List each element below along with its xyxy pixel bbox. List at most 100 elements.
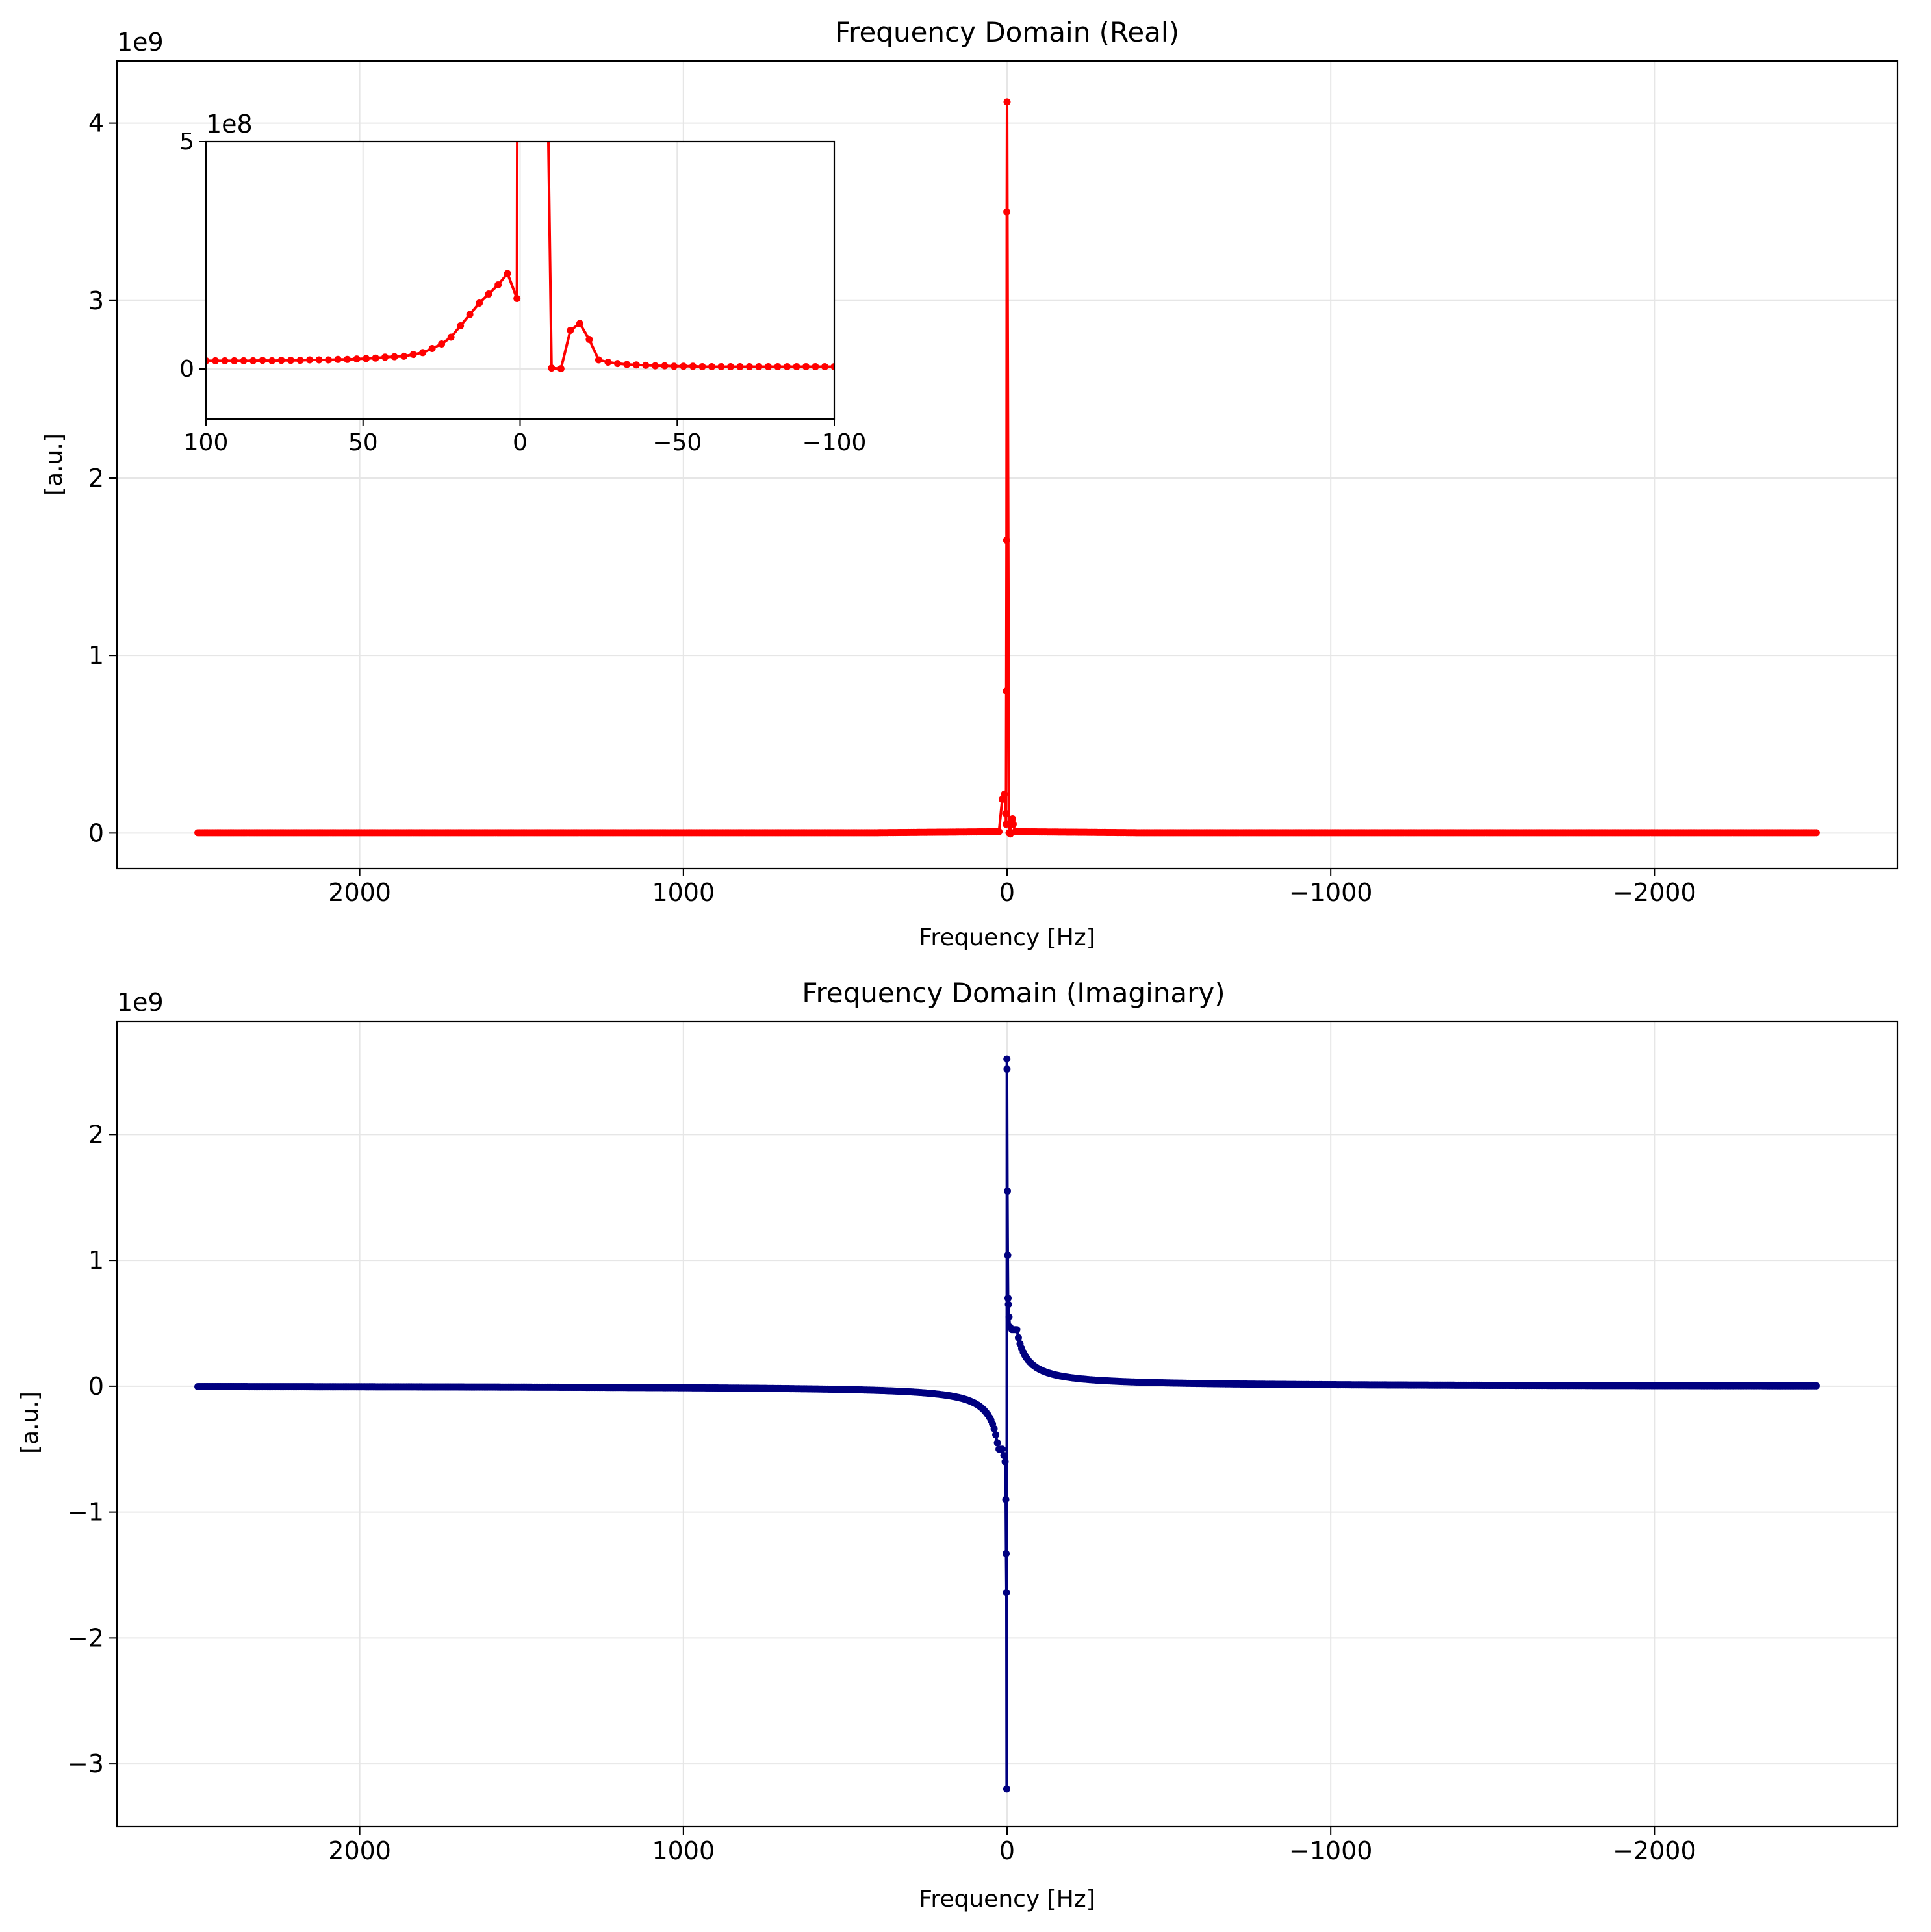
inset-series-point [548,364,556,372]
imag-y-ticks: −3 −2 −1 0 1 2 [68,1120,117,1778]
imag-series-point [999,1445,1006,1453]
inset-series-point [821,363,828,370]
imag-x-ticks: 2000 1000 0 −1000 −2000 [328,1827,1696,1865]
inset-series-point [698,363,706,370]
inset-series-point [400,352,408,360]
real-series-point [1002,820,1010,828]
imag-series-point [1005,1313,1013,1321]
inset-series-point [409,351,417,359]
inset-markers [206,270,834,373]
inset-series-point [557,365,565,373]
inset-series-point [802,363,810,370]
real-x-ticks: 2000 1000 0 −1000 −2000 [328,869,1696,907]
inset-series-point [249,357,257,364]
imag-series-point [1004,1301,1012,1308]
inset-y-tick-label: 5 [179,129,194,155]
inset-series-point [830,363,834,370]
inset-series-point [259,357,266,364]
real-y-tick-label: 0 [88,819,104,847]
real-series-point [1008,815,1016,823]
inset-series-point [576,320,583,327]
imag-y-offset: 1e9 [117,988,164,1017]
inset-series-point [567,327,574,334]
inset-x-ticks: 100 50 0 −50 −100 [184,419,867,456]
imag-x-tick-label: 0 [999,1837,1015,1865]
inset-series-point [457,322,465,329]
inset-series-point [717,363,725,370]
inset-series-point [494,281,502,288]
real-title: Frequency Domain (Real) [835,16,1179,48]
inset-series-point [736,363,744,370]
real-y-tick-label: 4 [88,109,104,138]
inset-x-tick-label: 50 [348,429,378,456]
imag-series-point [990,1425,998,1432]
inset-x-tick-label: −100 [802,429,867,456]
inset-series-point [642,361,650,369]
inset-series-point [774,363,782,370]
real-y-tick-label: 3 [88,286,104,315]
inset-series-point [755,363,763,370]
inset-series-point [485,290,492,298]
inset-series-point [604,359,612,366]
inset-series-point [334,355,342,363]
imag-series-point [1003,1065,1011,1073]
inset-y-offset: 1e8 [206,110,253,138]
inset-series-point [812,363,819,370]
imag-series-point [1000,1451,1008,1459]
inset-series-point [206,357,210,364]
inset-series-point [325,356,333,364]
imag-series-point [1003,1550,1010,1558]
real-series-point [1001,790,1008,798]
inset-series-point [212,357,219,364]
real-inset: 100 50 0 −50 −100 05 1e8 [179,110,867,456]
inset-y-ticks: 05 [179,129,206,383]
real-series-point [1003,687,1010,695]
imag-series-point [1003,1055,1011,1063]
inset-series-point [231,357,238,364]
inset-series-point [793,363,800,370]
inset-series-point [363,355,370,362]
imag-y-tick-label: 2 [88,1120,104,1149]
imag-y-axis-label: [a.u.] [17,1392,44,1454]
inset-series-point [632,361,640,369]
inset-series-point [623,361,631,368]
inset-series-point [419,349,427,357]
inset-series-point [661,362,669,370]
real-y-ticks: 0 1 2 3 4 [88,109,117,847]
real-x-tick-label: −2000 [1613,878,1696,907]
inset-series-point [296,357,304,364]
inset-series-point [689,362,697,370]
inset-series-point [745,363,753,370]
inset-series-point [504,270,511,277]
imag-series-point [993,1439,1001,1447]
inset-series-point [613,360,621,368]
inset-series-point [344,355,352,363]
inset-series-point [390,353,398,361]
inset-series-point [428,345,436,352]
imag-markers [194,1055,1820,1793]
real-y-tick-label: 2 [88,464,104,492]
imag-y-tick-label: −2 [68,1623,104,1652]
imag-series-point [1002,1495,1010,1503]
real-series-point [1003,208,1011,216]
imag-series-point [1014,1334,1022,1341]
real-series-point [1009,820,1017,828]
real-x-axis-label: Frequency [Hz] [919,924,1095,951]
imag-series-point [1812,1382,1820,1390]
inset-series-point [708,363,715,370]
inset-x-tick-label: 100 [184,429,229,456]
inset-series-point [585,336,593,343]
imag-y-tick-label: −1 [68,1498,104,1527]
imag-y-tick-label: 1 [88,1246,104,1275]
imag-series-point [1003,1589,1010,1597]
real-series-point [1003,537,1010,544]
real-x-tick-label: −1000 [1289,878,1373,907]
inset-series-point [466,311,474,318]
inset-series-point [306,356,314,364]
inset-series-point [680,362,687,370]
imag-chart: 2000 1000 0 −1000 −2000 −3 −2 −1 0 1 2 Frequency … [17,977,1899,1913]
real-series-point [1812,829,1820,837]
imag-x-tick-label: 1000 [652,1837,715,1865]
